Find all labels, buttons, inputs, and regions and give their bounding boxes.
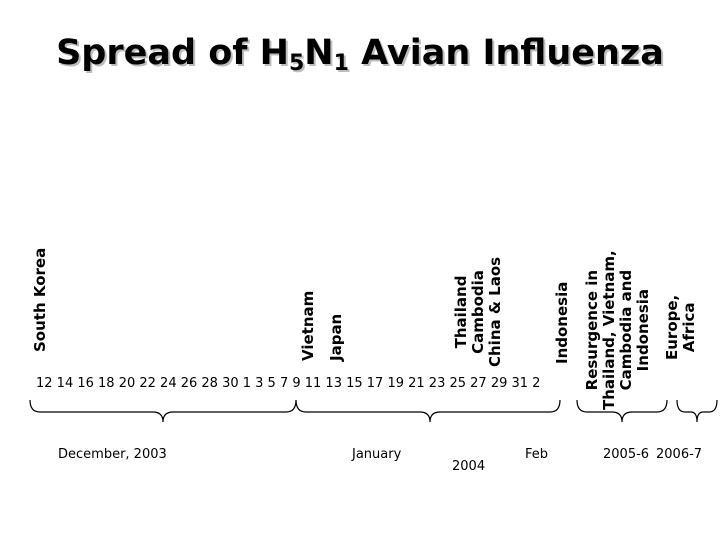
label-january: January: [352, 447, 402, 462]
brace-2006-7: [676, 399, 718, 423]
title-mid: N: [304, 33, 334, 73]
title-prefix: Spread of H: [56, 33, 289, 73]
label-2005-6: 2005-6: [603, 447, 650, 462]
brace-2005-6: [576, 399, 668, 423]
label-december-2003: December, 2003: [58, 447, 167, 462]
brace-december: [29, 399, 297, 423]
title-subscript-1: 1: [333, 51, 349, 76]
label-2006-7: 2006-7: [656, 447, 703, 462]
title-subscript-5: 5: [288, 51, 305, 76]
title-suffix: Avian Influenza: [348, 33, 664, 73]
page-title: Spread of H5N1 Avian Influenza: [0, 33, 720, 76]
brace-january-feb: [295, 399, 561, 423]
label-feb: Feb: [525, 447, 549, 462]
label-2004: 2004: [452, 459, 486, 474]
timeline-dates: 12 14 16 18 20 22 24 26 28 30 1 3 5 7 9 …: [36, 376, 541, 391]
